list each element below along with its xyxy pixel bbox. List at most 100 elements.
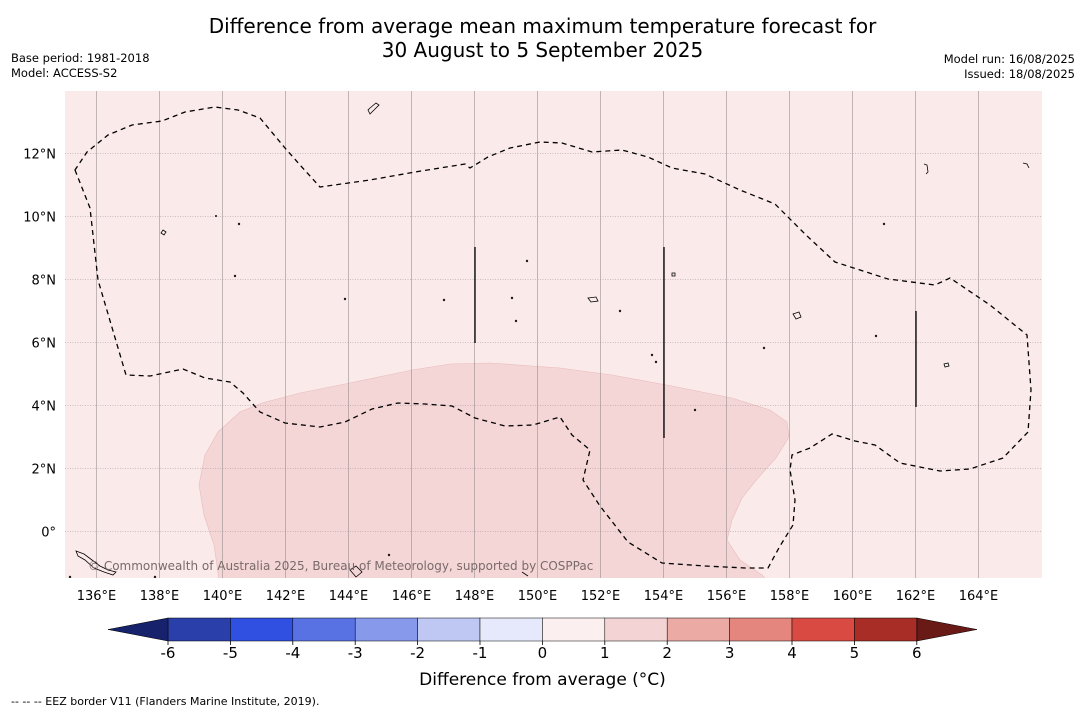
island-dot (874, 334, 878, 338)
longitude-tick-label: 156°E (707, 589, 747, 604)
longitude-tick-label: 144°E (329, 589, 369, 604)
colorbar-box (729, 617, 793, 642)
island-outline (160, 229, 167, 236)
colorbar-box (292, 617, 356, 642)
island-outline (75, 550, 117, 576)
island-outline (923, 163, 929, 175)
colorbar-under-arrow (107, 617, 169, 642)
island-dot (68, 575, 72, 578)
island-dot (650, 353, 654, 357)
latitude-tick-label: 4°N (32, 400, 57, 415)
island-dot (387, 553, 391, 557)
colorbar-box (791, 617, 855, 642)
colorbar-tick-label: 5 (850, 644, 860, 662)
island-dot (762, 346, 766, 350)
colorbar-box (167, 617, 231, 642)
longitude-tick-label: 150°E (518, 589, 558, 604)
longitude-tick-label: 136°E (77, 589, 117, 604)
title-line-1: Difference from average mean maximum tem… (208, 14, 877, 38)
colorbar-tick-label: -5 (223, 644, 238, 662)
longitude-tick-label: 154°E (644, 589, 684, 604)
island-outline (1022, 162, 1030, 169)
island-dot (153, 575, 157, 578)
base-period-text: Base period: 1981-2018 (11, 51, 150, 65)
issued-text: Issued: 18/08/2025 (964, 66, 1075, 81)
forecast-info-left: Base period: 1981-2018 Model: ACCESS-S2 (11, 51, 150, 80)
longitude-tick-label: 152°E (581, 589, 621, 604)
colorbar-over-arrow (916, 617, 978, 642)
colorbar-tick-label: -3 (348, 644, 363, 662)
island-dot (618, 309, 622, 313)
colorbar-tick-label: -4 (285, 644, 300, 662)
island-outline (367, 102, 380, 115)
island-dot (233, 274, 237, 278)
longitude-labels: 136°E 138°E 140°E 142°E 144°E 146°E 148°E 150°E… (77, 589, 999, 604)
colorbar-tick-label: 2 (662, 644, 672, 662)
island-dot (343, 297, 347, 301)
longitude-tick-label: 140°E (203, 589, 243, 604)
island-outline (943, 362, 950, 368)
eez-border (74, 106, 1032, 569)
island-outline (792, 311, 802, 320)
colorbar-box (854, 617, 918, 642)
longitude-tick-label: 138°E (140, 589, 180, 604)
latitude-tick-label: 10°N (23, 211, 56, 226)
island-dot (693, 408, 697, 412)
model-run-text: Model run: 16/08/2025 (943, 52, 1075, 66)
longitude-tick-label: 160°E (833, 589, 873, 604)
colorbar-box (666, 617, 730, 642)
colorbar: -6 -5 -4 -3 -2 -1 0 1 2 3 4 5 6 (107, 617, 978, 662)
colorbar-box (417, 617, 481, 642)
colorbar-tick-label: -1 (473, 644, 488, 662)
island-dot (214, 214, 217, 217)
longitude-tick-label: 142°E (266, 589, 306, 604)
island-outline (587, 296, 599, 303)
chart-title: Difference from average mean maximum tem… (0, 14, 1085, 62)
island-dot (237, 222, 241, 226)
latitude-tick-label: 6°N (32, 337, 57, 352)
anomaly-band-1-to-2 (198, 362, 790, 578)
colorbar-box (542, 617, 606, 642)
island-dot (442, 298, 446, 302)
longitude-tick-label: 164°E (959, 589, 999, 604)
latitude-labels: 12°N 10°N 8°N 6°N 4°N 2°N 0° (23, 148, 56, 541)
colorbar-box (604, 617, 668, 642)
eez-legend-note: -- -- -- EEZ border V11 (Flanders Marine… (11, 695, 320, 708)
colorbar-tick-label: 0 (538, 644, 548, 662)
longitude-tick-label: 158°E (770, 589, 810, 604)
island-dot (514, 319, 518, 323)
latitude-tick-label: 12°N (23, 148, 56, 163)
colorbar-tick-label: -6 (161, 644, 176, 662)
colorbar-tick-label: 4 (787, 644, 797, 662)
longitude-tick-label: 162°E (896, 589, 936, 604)
colorbar-tick-label: 3 (725, 644, 735, 662)
colorbar-tick-label: 1 (600, 644, 610, 662)
colorbar-box (354, 617, 418, 642)
islands (68, 102, 1030, 578)
island-dot (510, 296, 514, 300)
island-outline (349, 565, 363, 578)
island-outline (521, 571, 529, 577)
model-text: Model: ACCESS-S2 (11, 65, 118, 80)
colorbar-label: Difference from average (°C) (419, 670, 666, 690)
latitude-tick-label: 8°N (32, 274, 57, 289)
latitude-tick-label: 2°N (32, 463, 57, 478)
longitude-tick-label: 148°E (455, 589, 495, 604)
latitude-tick-label: 0° (41, 526, 56, 541)
colorbar-box (479, 617, 543, 642)
colorbar-box (230, 617, 294, 642)
island-dot (525, 259, 529, 263)
forecast-info-right: Model run: 16/08/2025 Issued: 18/08/2025 (944, 52, 1075, 81)
colorbar-ticks: -6 -5 -4 -3 -2 -1 0 1 2 3 4 5 6 (161, 641, 922, 662)
colorbar-tick-label: 6 (912, 644, 922, 662)
island-dot (654, 360, 658, 364)
colorbar-tick-label: -2 (410, 644, 425, 662)
map-gridlines (65, 91, 1042, 578)
longitude-tick-label: 146°E (392, 589, 432, 604)
island-dot (882, 222, 886, 226)
colorbar-boxes (167, 617, 918, 642)
title-line-2: 30 August to 5 September 2025 (381, 38, 704, 62)
copyright-notice: © Commonwealth of Australia 2025, Bureau… (88, 559, 593, 573)
island-outline (671, 272, 676, 277)
